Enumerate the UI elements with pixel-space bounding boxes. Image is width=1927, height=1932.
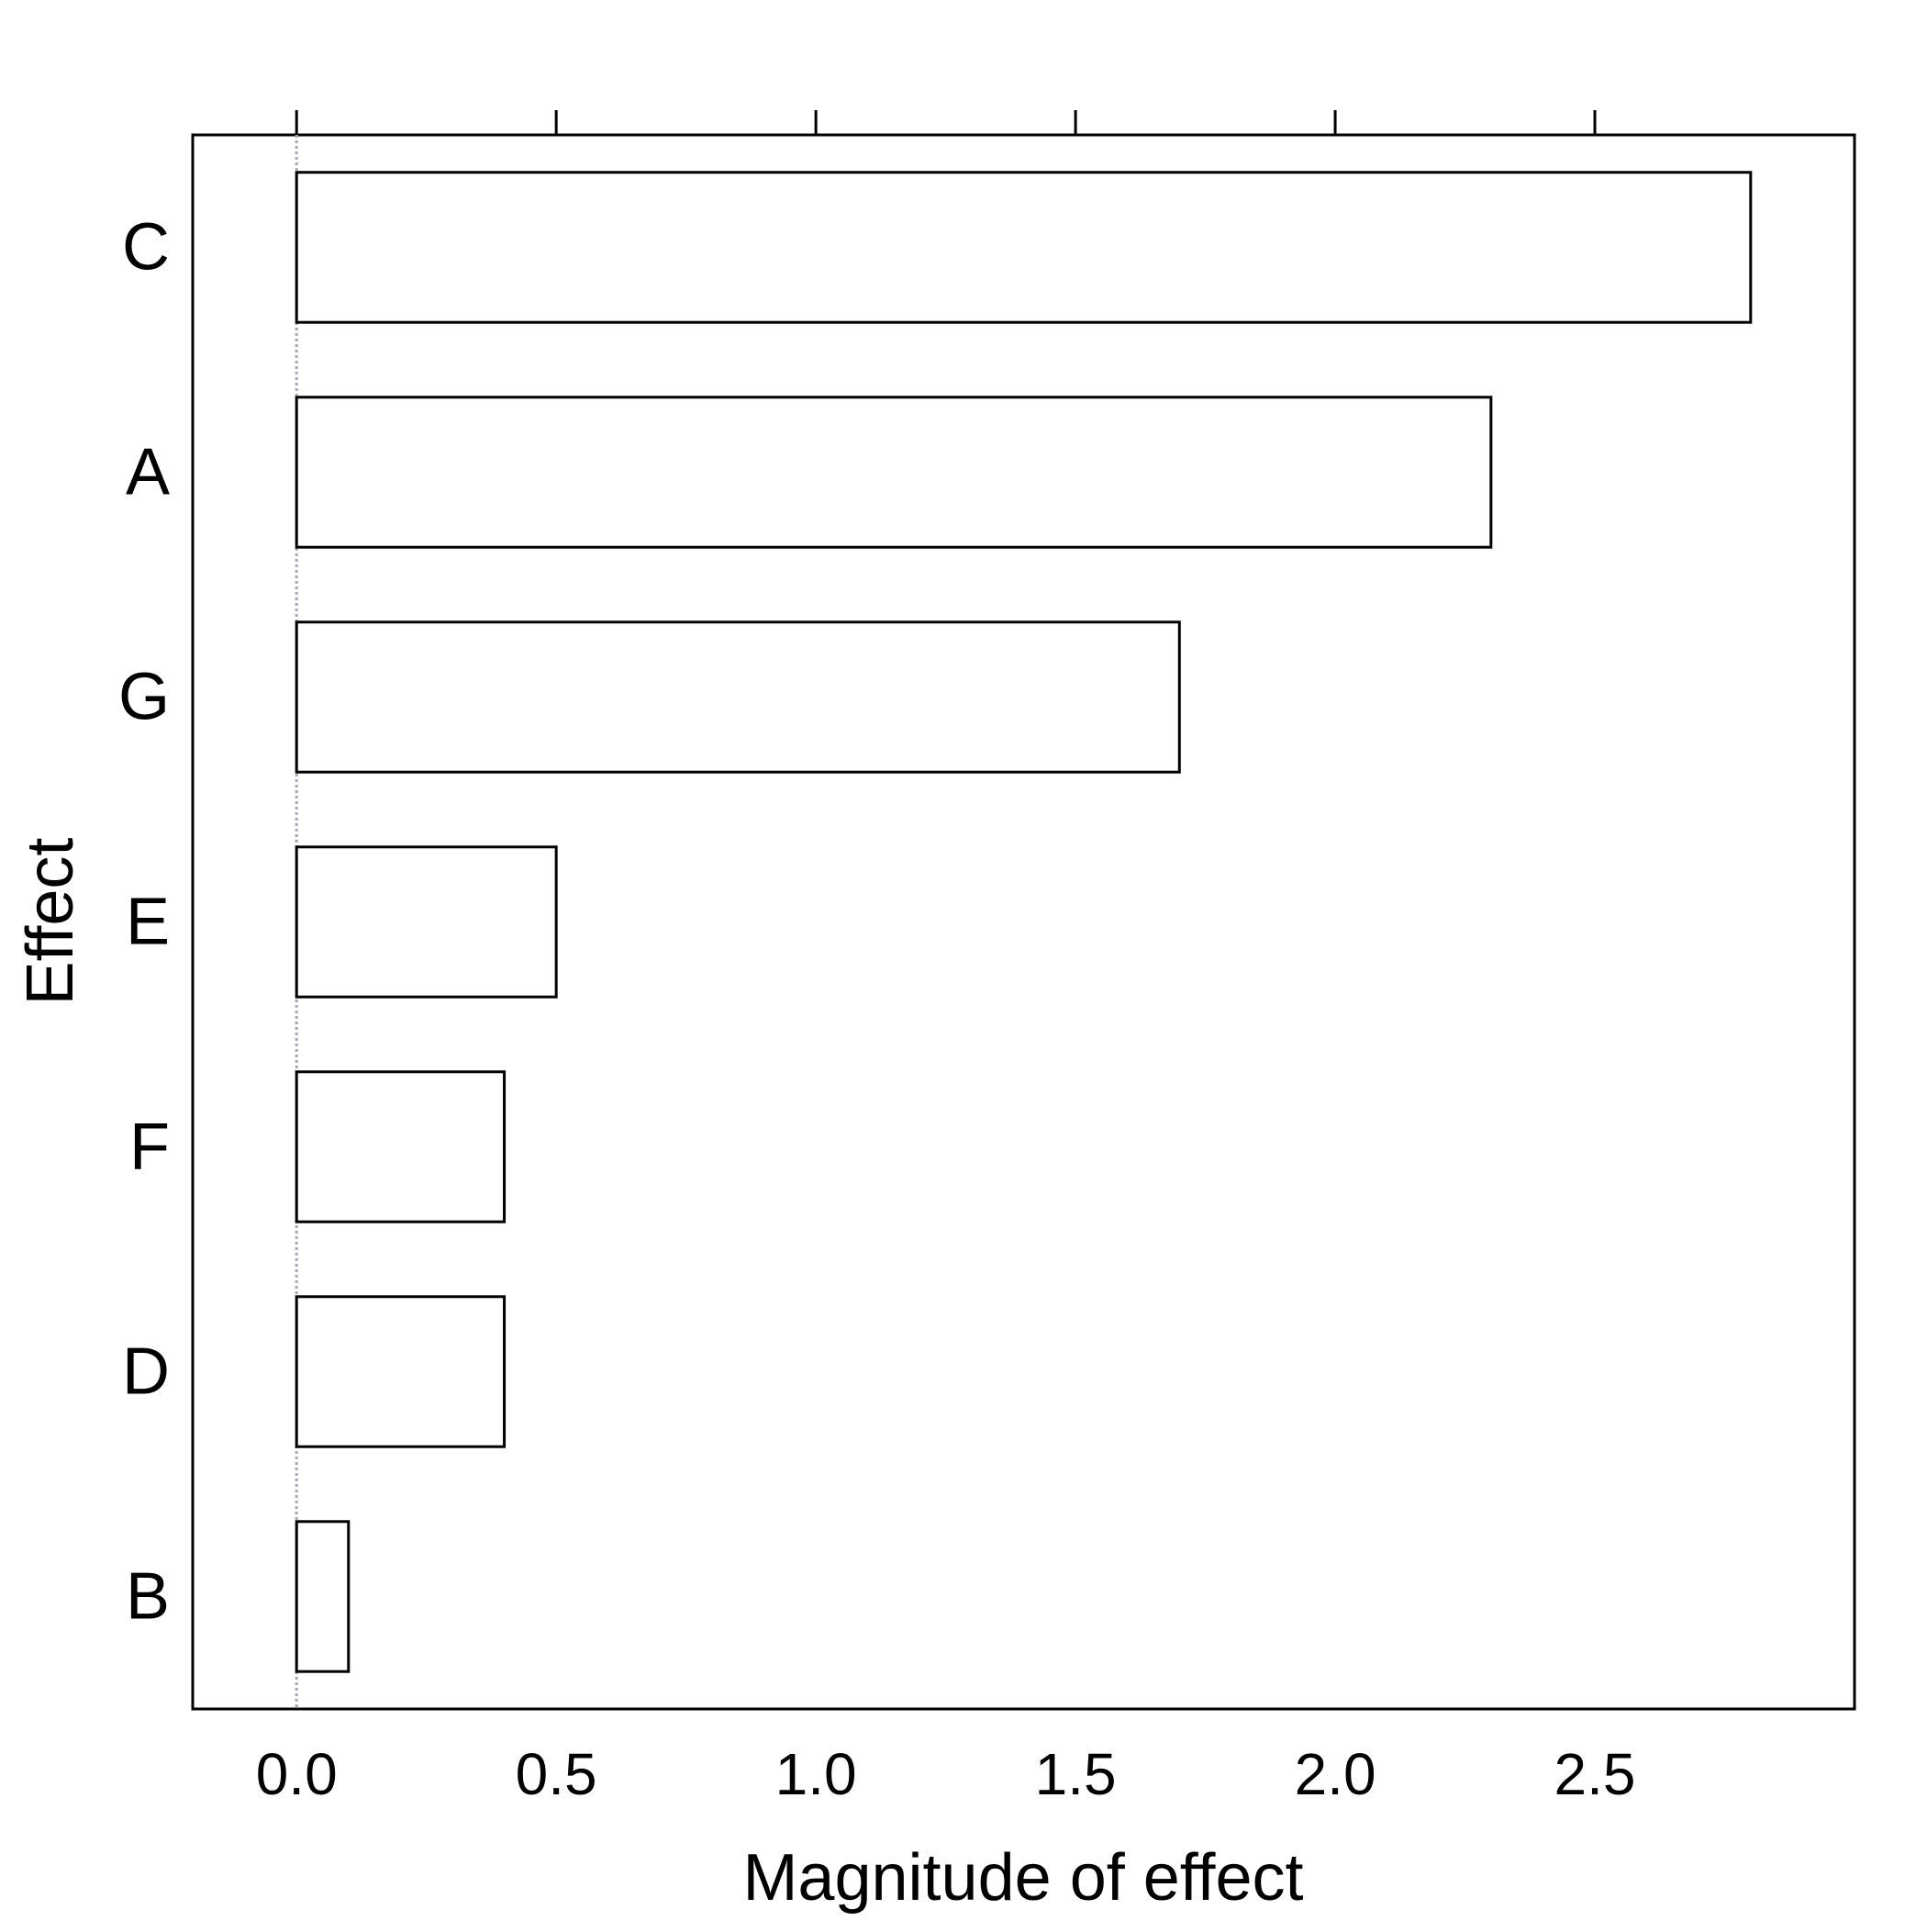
bar-c: [295, 171, 1753, 324]
x-tick-label: 1.5: [1035, 1741, 1117, 1807]
x-axis-tick-labels: 0.0 0.5 1.0 1.5 2.0 2.5: [256, 1741, 1636, 1807]
bar-f: [295, 1070, 507, 1223]
y-tick-label-a: A: [126, 436, 170, 509]
x-tick-label: 2.0: [1295, 1741, 1376, 1807]
x-tick-label: 2.5: [1554, 1741, 1636, 1807]
y-tick-label-e: E: [126, 886, 170, 959]
bar-g: [295, 620, 1181, 774]
bar-d: [295, 1295, 507, 1448]
y-tick-label-b: B: [126, 1560, 170, 1634]
bar-b: [295, 1520, 351, 1673]
top-axis-ticks: [295, 110, 1597, 135]
y-axis-label: Effect: [14, 838, 87, 1006]
x-tick-label: 0.0: [256, 1741, 338, 1807]
bars-layer: [295, 171, 1753, 1673]
plot-frame: [191, 133, 1856, 1711]
x-tick-label: 0.5: [516, 1741, 597, 1807]
y-tick-label-c: C: [122, 211, 170, 285]
x-tick-label: 1.0: [775, 1741, 857, 1807]
y-tick-label-f: F: [129, 1111, 170, 1184]
y-tick-label-g: G: [118, 661, 170, 734]
bar-a: [295, 396, 1493, 549]
y-axis-tick-labels: C A G E F D B: [118, 211, 170, 1634]
y-tick-label-d: D: [122, 1335, 170, 1409]
bar-e: [295, 845, 558, 999]
x-axis-label: Magnitude of effect: [742, 1841, 1303, 1915]
